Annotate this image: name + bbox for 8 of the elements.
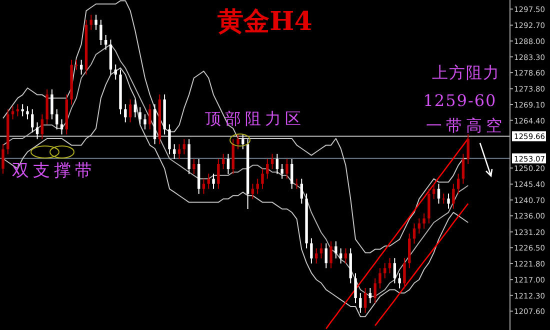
chart-title: 黄金H4	[216, 7, 312, 37]
line-series	[374, 202, 469, 326]
annotation: 顶部阻力区	[205, 109, 305, 128]
line-series	[325, 138, 469, 330]
annotation: 上方阻力	[432, 63, 500, 82]
annotation: 一带高空	[426, 116, 506, 135]
annotation: 1259-60	[423, 91, 497, 110]
annotation: 双支撑带	[12, 161, 96, 181]
